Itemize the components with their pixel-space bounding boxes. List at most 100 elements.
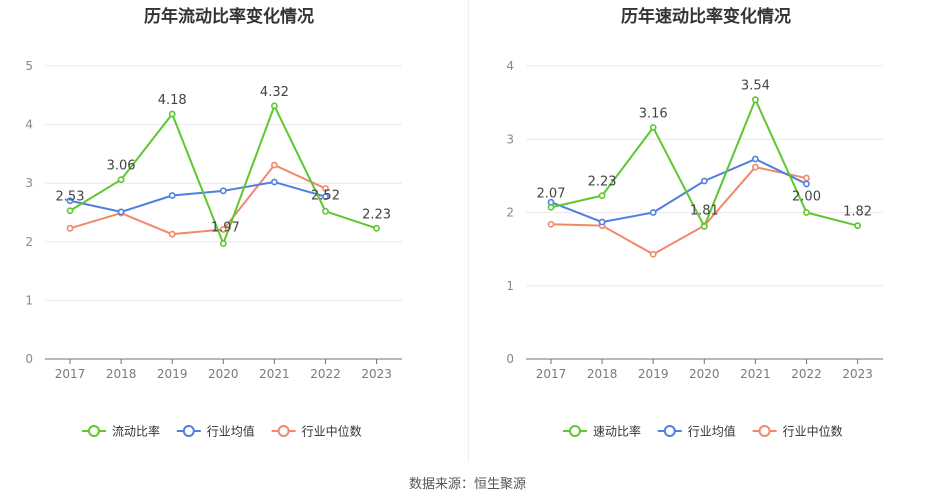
data-label: 4.32 bbox=[260, 85, 289, 100]
data-point-series-3 bbox=[270, 161, 278, 169]
legend-label: 行业中位数 bbox=[783, 424, 843, 439]
data-point-series-3 bbox=[547, 220, 555, 228]
data-label: 2.52 bbox=[311, 188, 340, 203]
data-point-series-2 bbox=[649, 209, 657, 216]
data-point-series-2 bbox=[598, 218, 606, 226]
data-label: 1.82 bbox=[843, 205, 872, 220]
data-point-series-1 bbox=[547, 203, 555, 211]
x-tick-label: 2023 bbox=[361, 367, 392, 381]
y-tick-label: 5 bbox=[25, 59, 33, 73]
data-point-series-1 bbox=[803, 209, 810, 216]
data-point-series-1 bbox=[700, 223, 708, 230]
data-point-series-2 bbox=[322, 193, 329, 201]
y-tick-label: 0 bbox=[506, 352, 514, 366]
data-point-series-3 bbox=[752, 163, 759, 171]
data-point-series-2 bbox=[168, 192, 176, 199]
x-tick-label: 2018 bbox=[106, 367, 137, 381]
x-tick-label: 2018 bbox=[587, 367, 618, 381]
data-point-series-3 bbox=[803, 174, 810, 182]
data-label: 2.00 bbox=[792, 190, 821, 205]
legend-marker-icon bbox=[569, 425, 581, 437]
data-label: 2.53 bbox=[56, 190, 85, 205]
data-point-series-1 bbox=[117, 176, 125, 184]
x-tick-label: 2021 bbox=[259, 367, 290, 381]
y-tick-label: 3 bbox=[25, 176, 33, 190]
chart-2: 历年速动比率变化情况 0 1 2 3 4 2017 2018 2019 2020 2021 2022 2… bbox=[506, 6, 883, 439]
legend-label: 行业均值 bbox=[207, 424, 255, 439]
data-label: 3.06 bbox=[107, 159, 136, 174]
data-label: 2.23 bbox=[362, 207, 391, 222]
legend-item-1: 流动比率 bbox=[82, 424, 160, 439]
x-tick-label: 2022 bbox=[791, 367, 822, 381]
legend-marker-icon bbox=[277, 425, 290, 437]
data-point-series-1 bbox=[598, 192, 606, 200]
legend-label: 行业均值 bbox=[688, 424, 736, 439]
legend-item-3: 行业中位数 bbox=[752, 424, 843, 439]
data-point-series-3 bbox=[66, 224, 74, 232]
chart-title: 历年流动比率变化情况 bbox=[144, 6, 314, 27]
legend-label: 速动比率 bbox=[593, 424, 641, 439]
series-line-3 bbox=[550, 166, 807, 256]
data-label: 2.23 bbox=[588, 175, 617, 190]
data-label: 4.18 bbox=[158, 93, 187, 108]
data-point-series-2 bbox=[66, 197, 74, 205]
x-tick-label: 2017 bbox=[55, 367, 86, 381]
x-tick-label: 2020 bbox=[208, 367, 239, 381]
legend-item-2: 行业均值 bbox=[176, 424, 255, 439]
x-tick-label: 2019 bbox=[157, 367, 188, 381]
series-line-2 bbox=[550, 158, 807, 224]
data-point-series-1 bbox=[649, 124, 657, 131]
y-tick-label: 4 bbox=[506, 59, 514, 73]
data-point-series-1 bbox=[322, 207, 329, 215]
legend-marker-icon bbox=[663, 425, 676, 437]
x-tick-label: 2021 bbox=[740, 367, 771, 381]
legend-label: 行业中位数 bbox=[302, 424, 362, 439]
data-point-series-3 bbox=[649, 250, 657, 258]
x-tick-label: 2022 bbox=[310, 367, 341, 381]
y-tick-label: 2 bbox=[25, 235, 33, 249]
legend-label: 流动比率 bbox=[112, 424, 160, 439]
legend-item-2: 行业均值 bbox=[657, 424, 736, 439]
data-source-note: 数据来源：恒生聚源 bbox=[408, 477, 526, 492]
data-point-series-1 bbox=[168, 110, 176, 118]
data-point-series-1 bbox=[270, 102, 278, 110]
data-label: 2.07 bbox=[537, 186, 566, 201]
data-point-series-1 bbox=[219, 240, 227, 247]
data-point-series-3 bbox=[168, 230, 176, 238]
y-tick-label: 4 bbox=[25, 118, 33, 132]
y-tick-label: 1 bbox=[506, 279, 514, 293]
data-point-series-2 bbox=[752, 155, 759, 163]
data-point-series-2 bbox=[700, 177, 708, 185]
data-label: 3.54 bbox=[741, 79, 770, 94]
y-tick-label: 1 bbox=[25, 293, 33, 307]
series-line-2 bbox=[69, 181, 326, 213]
y-tick-label: 0 bbox=[25, 352, 33, 366]
data-label: 3.16 bbox=[639, 107, 668, 122]
x-tick-label: 2019 bbox=[638, 367, 669, 381]
data-point-series-1 bbox=[66, 207, 74, 215]
legend-item-1: 速动比率 bbox=[563, 424, 641, 439]
y-tick-label: 3 bbox=[506, 132, 514, 146]
data-point-series-3 bbox=[219, 226, 227, 233]
legend-item-3: 行业中位数 bbox=[271, 424, 362, 439]
chart-divider bbox=[468, 0, 469, 462]
data-point-series-1 bbox=[854, 222, 861, 230]
data-point-series-1 bbox=[373, 224, 380, 232]
data-point-series-2 bbox=[270, 178, 278, 186]
chart-title: 历年速动比率变化情况 bbox=[621, 6, 791, 27]
y-tick-label: 2 bbox=[506, 206, 514, 220]
data-label: 1.81 bbox=[690, 203, 719, 218]
x-tick-label: 2020 bbox=[689, 367, 720, 381]
data-point-series-2 bbox=[803, 180, 810, 188]
chart-1: 历年流动比率变化情况 0 1 2 3 4 5 2017 2018 2019 2020 2021 2022… bbox=[25, 6, 402, 439]
data-point-series-2 bbox=[117, 208, 125, 216]
data-point-series-1 bbox=[752, 96, 759, 104]
legend-marker-icon bbox=[88, 425, 100, 437]
data-label: 1.97 bbox=[211, 221, 240, 236]
data-point-series-2 bbox=[219, 187, 227, 195]
x-tick-label: 2017 bbox=[536, 367, 567, 381]
legend-marker-icon bbox=[758, 425, 771, 437]
data-point-series-3 bbox=[322, 185, 329, 192]
legend-marker-icon bbox=[182, 425, 195, 437]
